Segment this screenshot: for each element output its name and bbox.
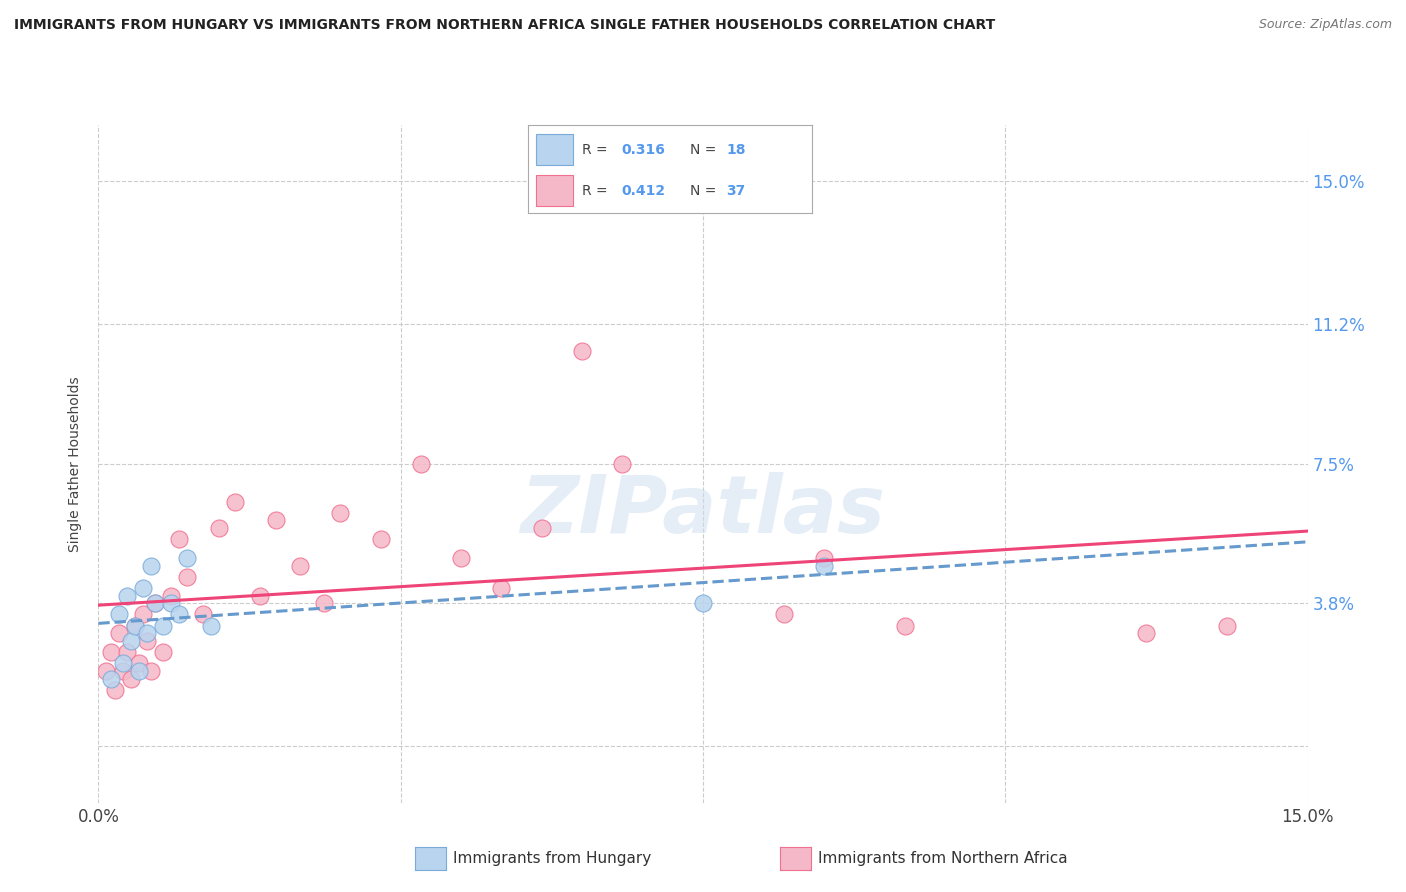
Text: R =: R = (582, 143, 612, 157)
Bar (536, 175, 574, 206)
Text: IMMIGRANTS FROM HUNGARY VS IMMIGRANTS FROM NORTHERN AFRICA SINGLE FATHER HOUSEHO: IMMIGRANTS FROM HUNGARY VS IMMIGRANTS FR… (14, 18, 995, 32)
Point (200, 619, 222, 633)
Point (409, 457, 432, 471)
Point (167, 607, 190, 622)
Point (128, 657, 150, 671)
Point (249, 589, 271, 603)
Point (1135, 626, 1157, 640)
Point (100, 672, 122, 686)
Point (167, 532, 190, 546)
Text: 0.316: 0.316 (621, 143, 665, 157)
Point (288, 558, 311, 573)
Point (143, 596, 166, 610)
Point (893, 619, 915, 633)
Text: 37: 37 (727, 184, 745, 198)
Point (813, 558, 835, 573)
Point (107, 607, 129, 622)
Point (139, 664, 162, 678)
Point (100, 645, 122, 659)
Point (772, 607, 794, 622)
Point (128, 664, 150, 678)
Point (132, 607, 155, 622)
Text: ZIPatlas: ZIPatlas (520, 472, 886, 550)
Point (224, 494, 246, 508)
Text: N =: N = (689, 184, 720, 198)
Point (107, 626, 129, 640)
Point (1216, 619, 1239, 633)
Point (692, 596, 714, 610)
Text: Source: ZipAtlas.com: Source: ZipAtlas.com (1258, 18, 1392, 31)
Point (176, 570, 198, 584)
Point (135, 633, 157, 648)
Bar (536, 134, 574, 164)
Point (571, 343, 593, 358)
Point (152, 619, 174, 633)
Point (612, 457, 634, 471)
Y-axis label: Single Father Households: Single Father Households (69, 376, 83, 551)
Point (120, 672, 142, 686)
Point (111, 657, 134, 671)
Point (193, 607, 215, 622)
Point (96, 664, 118, 678)
Text: Immigrants from Hungary: Immigrants from Hungary (453, 852, 651, 866)
Text: N =: N = (689, 143, 720, 157)
Point (450, 551, 472, 566)
Point (176, 551, 198, 566)
Point (530, 521, 553, 535)
Text: 0.412: 0.412 (621, 184, 665, 198)
Point (124, 619, 146, 633)
Point (115, 589, 138, 603)
Point (160, 589, 183, 603)
Point (813, 551, 835, 566)
Point (132, 581, 155, 595)
Point (314, 596, 336, 610)
Point (208, 521, 231, 535)
Point (152, 645, 174, 659)
Point (491, 581, 513, 595)
Point (103, 682, 125, 697)
Text: R =: R = (582, 184, 612, 198)
Point (111, 664, 134, 678)
Point (329, 506, 352, 520)
Point (160, 596, 183, 610)
Point (264, 513, 287, 527)
Text: 18: 18 (727, 143, 747, 157)
Point (120, 633, 142, 648)
Point (370, 532, 392, 546)
Point (143, 596, 166, 610)
Point (135, 626, 157, 640)
Point (124, 619, 146, 633)
Point (115, 645, 138, 659)
Text: Immigrants from Northern Africa: Immigrants from Northern Africa (818, 852, 1069, 866)
Point (139, 558, 162, 573)
